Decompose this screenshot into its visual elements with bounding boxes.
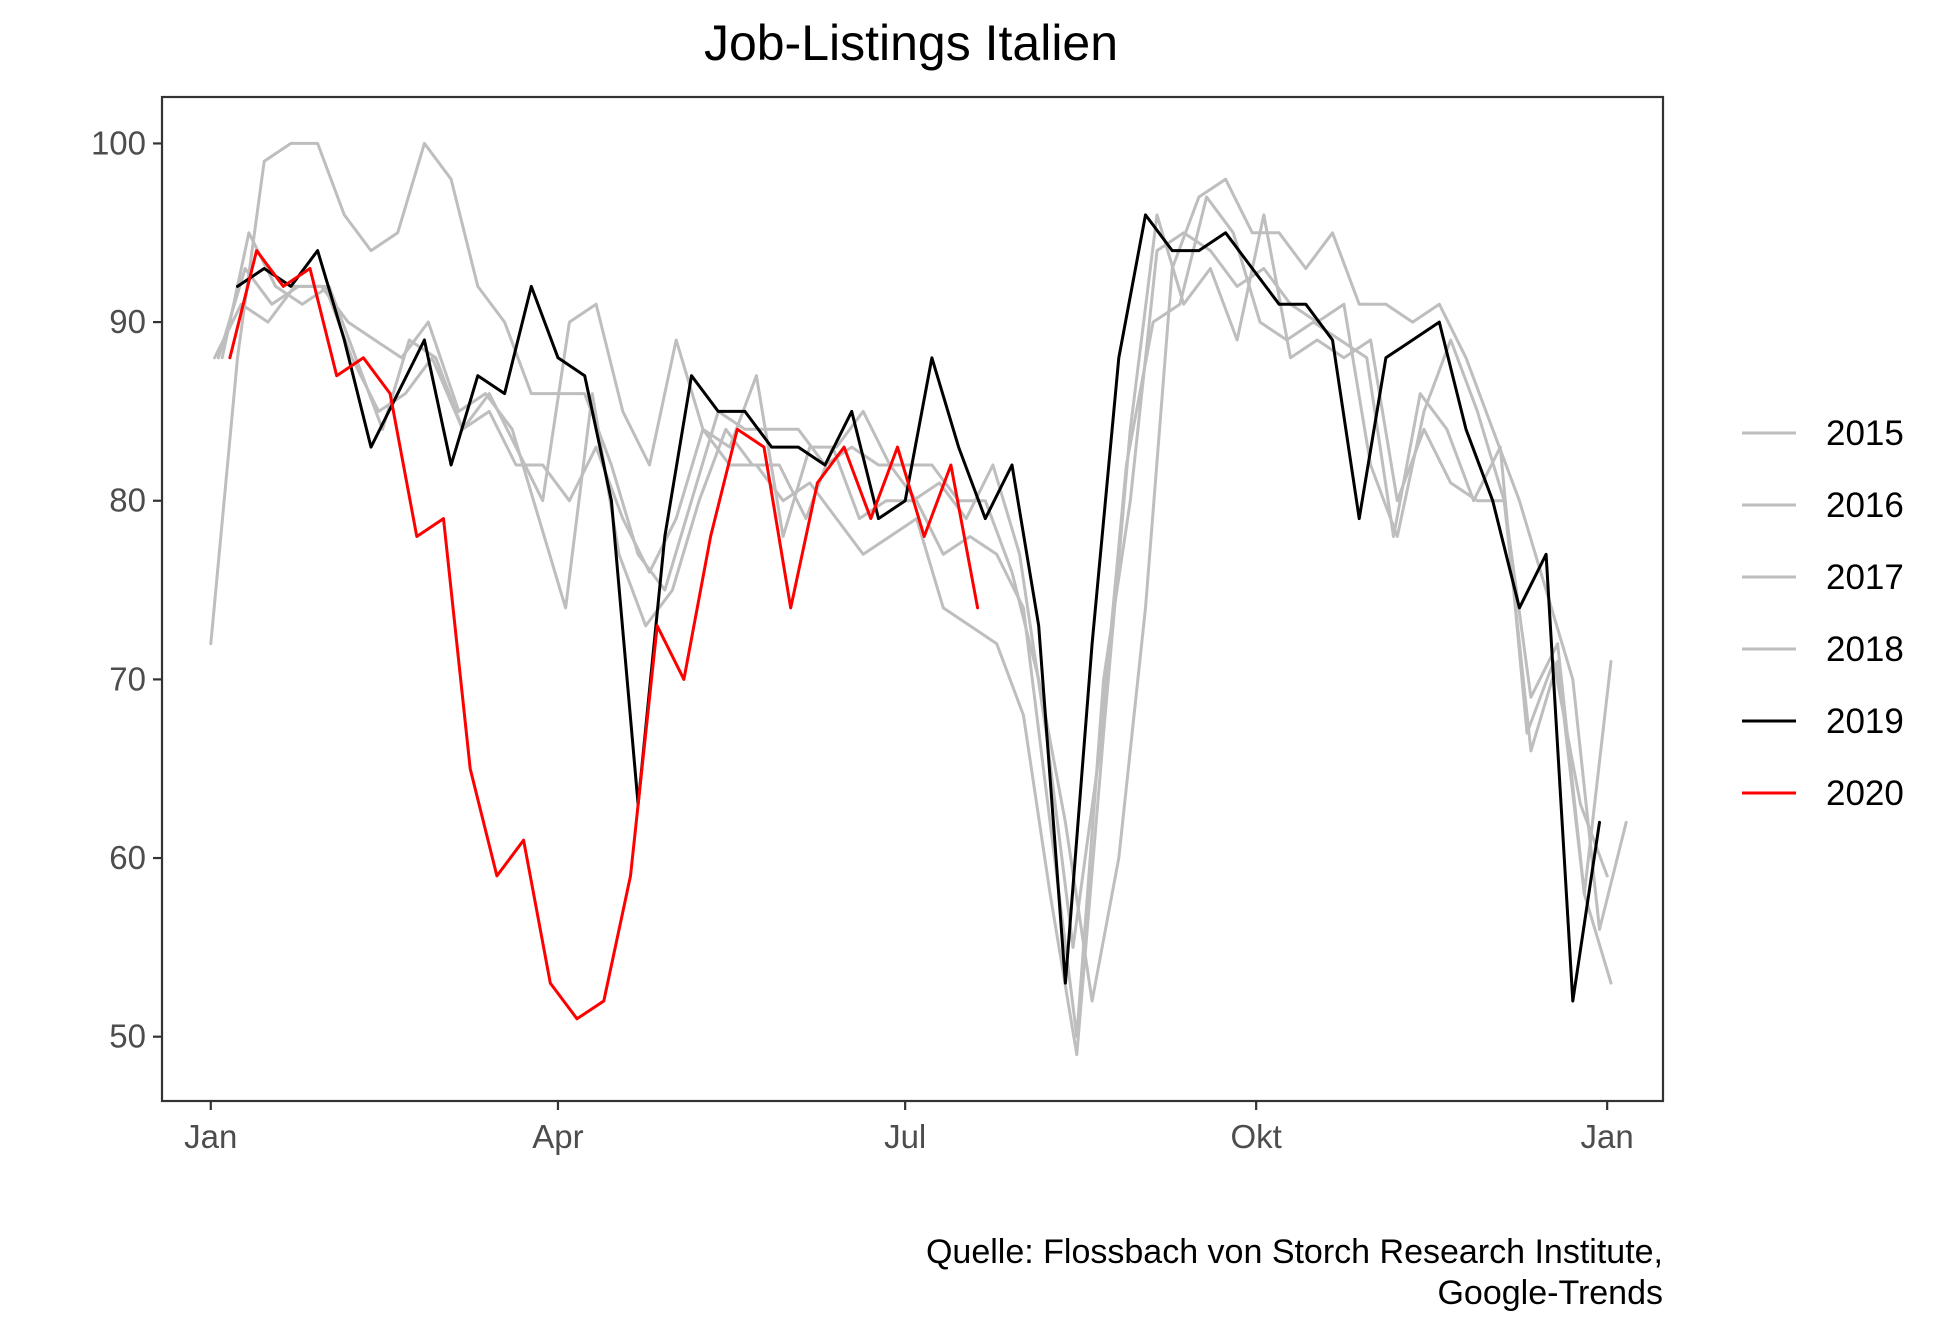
y-tick-label: 100 xyxy=(91,124,146,161)
axis-layer: 50 60 70 80 90 100 Jan Apr Jul Okt Jan xyxy=(91,124,1634,1155)
y-tick-label: 50 xyxy=(109,1018,146,1055)
series-line-2015 xyxy=(209,141,1628,1003)
x-tick-label: Okt xyxy=(1230,1118,1281,1155)
y-tick-label: 60 xyxy=(109,839,146,876)
legend-item-2019: 2019 xyxy=(1742,702,1904,741)
x-tick-label: Jul xyxy=(884,1118,926,1155)
legend-label-2015: 2015 xyxy=(1826,414,1904,453)
chart-title: Job-Listings Italien xyxy=(704,15,1118,71)
y-tick-label: 70 xyxy=(109,660,146,697)
x-tick-label: Jan xyxy=(184,1118,237,1155)
legend-item-2018: 2018 xyxy=(1742,630,1904,669)
legend-label-2018: 2018 xyxy=(1826,630,1904,669)
caption: Quelle: Flossbach von Storch Research In… xyxy=(926,1233,1663,1312)
legend-label-2016: 2016 xyxy=(1826,486,1904,525)
x-tick-label: Apr xyxy=(532,1118,583,1155)
x-tick-label: Jan xyxy=(1581,1118,1634,1155)
legend-label-2017: 2017 xyxy=(1826,558,1904,597)
y-tick-label: 90 xyxy=(109,303,146,340)
legend: 2015 2016 2017 2018 2019 2020 xyxy=(1742,414,1904,813)
series-line-2019 xyxy=(236,213,1601,1003)
legend-label-2019: 2019 xyxy=(1826,702,1904,741)
legend-item-2015: 2015 xyxy=(1742,414,1904,453)
caption-line-2: Google-Trends xyxy=(1437,1274,1663,1312)
caption-line-1: Quelle: Flossbach von Storch Research In… xyxy=(926,1233,1663,1271)
y-tick-label: 80 xyxy=(109,482,146,519)
legend-item-2020: 2020 xyxy=(1742,774,1904,813)
plot-panel-border xyxy=(160,95,1665,1103)
legend-label-2020: 2020 xyxy=(1826,774,1904,813)
legend-item-2017: 2017 xyxy=(1742,558,1904,597)
series-line-2020 xyxy=(228,249,980,1021)
legend-item-2016: 2016 xyxy=(1742,486,1904,525)
series-layer xyxy=(209,141,1628,1057)
